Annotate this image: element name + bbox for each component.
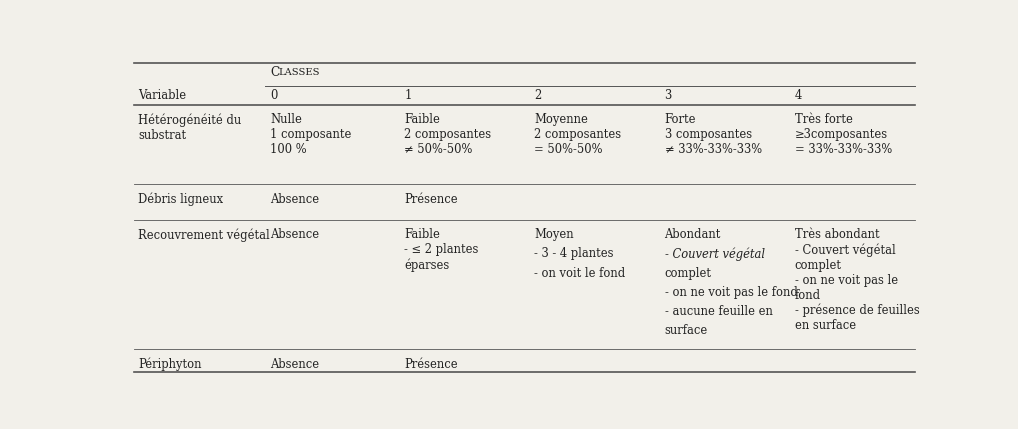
Text: Absence: Absence [270, 228, 320, 241]
Text: - 3 - 4 plantes: - 3 - 4 plantes [534, 248, 614, 260]
Text: 4: 4 [795, 88, 802, 102]
Text: complet: complet [665, 266, 712, 280]
Text: Très forte
≥3composantes
= 33%-33%-33%: Très forte ≥3composantes = 33%-33%-33% [795, 113, 892, 156]
Text: Débris ligneux: Débris ligneux [138, 193, 223, 206]
Text: Hétérogénéité du
substrat: Hétérogénéité du substrat [138, 113, 241, 142]
Text: - aucune feuille en: - aucune feuille en [665, 305, 773, 318]
Text: Absence: Absence [270, 358, 320, 371]
Text: Faible
- ≤ 2 plantes
éparses: Faible - ≤ 2 plantes éparses [404, 228, 478, 272]
Text: Nulle
1 composante
100 %: Nulle 1 composante 100 % [270, 113, 351, 156]
Text: 3: 3 [665, 88, 672, 102]
Text: Périphyton: Périphyton [138, 358, 202, 371]
Text: LASSES: LASSES [279, 69, 321, 78]
Text: Présence: Présence [404, 193, 458, 205]
Text: Moyen: Moyen [534, 228, 574, 241]
Text: 0: 0 [270, 88, 278, 102]
Text: 2: 2 [534, 88, 542, 102]
Text: - on voit le fond: - on voit le fond [534, 266, 626, 280]
Text: Très abondant
- Couvert végétal
complet
- on ne voit pas le
fond
- présence de f: Très abondant - Couvert végétal complet … [795, 228, 919, 332]
Text: Forte
3 composantes
≠ 33%-33%-33%: Forte 3 composantes ≠ 33%-33%-33% [665, 113, 761, 156]
Text: 1: 1 [404, 88, 411, 102]
Text: - Couvert végétal: - Couvert végétal [665, 248, 765, 261]
Text: Faible
2 composantes
≠ 50%-50%: Faible 2 composantes ≠ 50%-50% [404, 113, 492, 156]
Text: Variable: Variable [138, 88, 186, 102]
Text: C: C [270, 66, 279, 79]
Text: surface: surface [665, 324, 708, 337]
Text: Moyenne
2 composantes
= 50%-50%: Moyenne 2 composantes = 50%-50% [534, 113, 621, 156]
Text: Abondant: Abondant [665, 228, 721, 241]
Text: Présence: Présence [404, 358, 458, 371]
Text: Recouvrement végétal: Recouvrement végétal [138, 228, 270, 242]
Text: - on ne voit pas le fond: - on ne voit pas le fond [665, 286, 797, 299]
Text: Absence: Absence [270, 193, 320, 205]
